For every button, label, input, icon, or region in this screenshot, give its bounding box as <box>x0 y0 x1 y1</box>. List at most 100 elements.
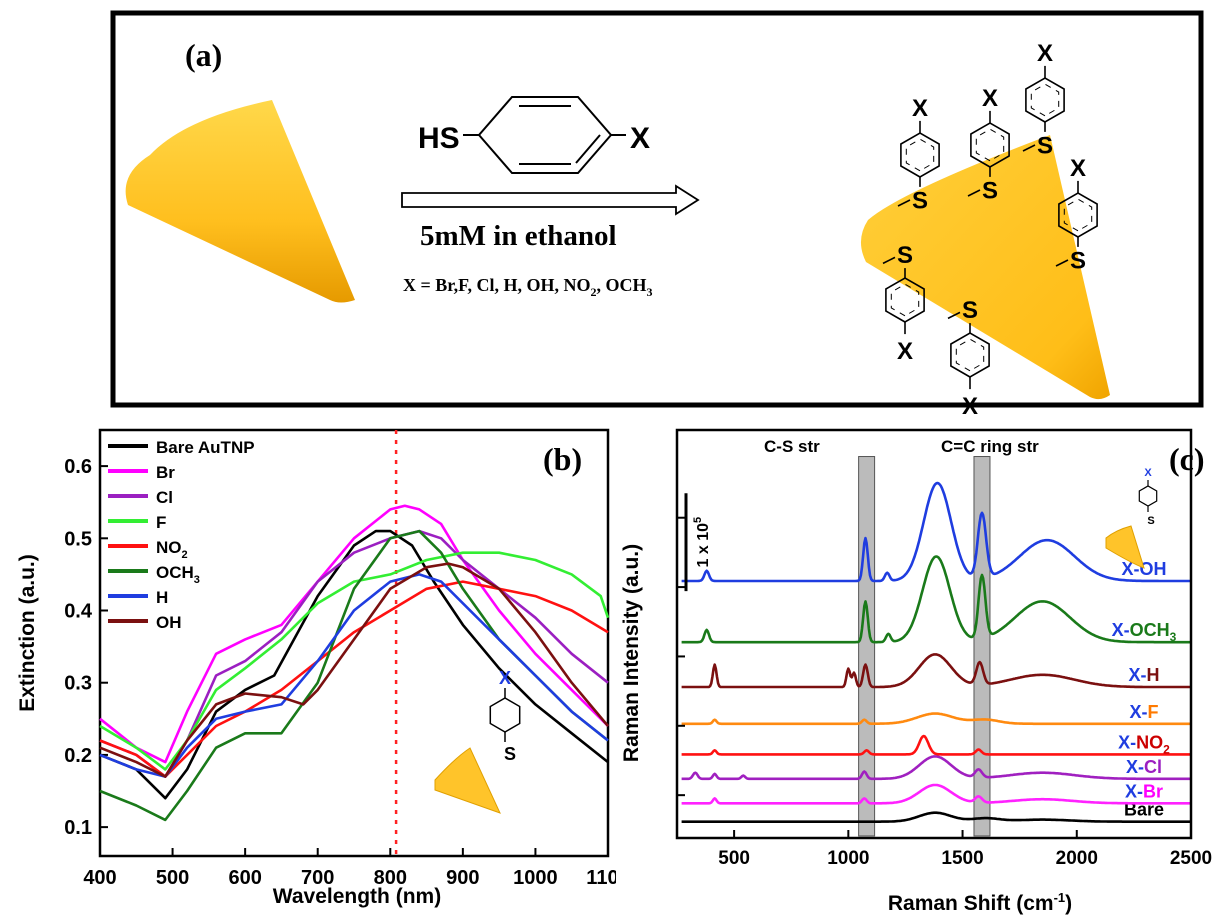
substituent-x-label: X <box>1037 40 1053 67</box>
functionalized-triangle-nanoprism <box>860 135 1110 400</box>
reagent-x-label: X <box>630 122 650 155</box>
b-inset-x-label: X <box>499 668 511 688</box>
bare-triangle-nanoprism <box>125 100 355 303</box>
b-y-tick-label: 0.4 <box>64 601 93 623</box>
c-x-tick-label: 2000 <box>1056 848 1098 869</box>
b-x-tick-label: 600 <box>228 867 261 889</box>
substituent-x-label: X <box>897 338 913 365</box>
c-band-label-cs: C-S str <box>764 437 820 456</box>
c-spectrum-label: X-Br <box>1125 781 1163 801</box>
sulfur-label: S <box>897 242 913 269</box>
panel-label-a: (a) <box>185 37 222 73</box>
panel-label-c: (c) <box>1169 441 1205 477</box>
c-x-tick-label: 1000 <box>827 848 869 869</box>
b-inset-ring <box>489 697 521 733</box>
b-inset-s-label: S <box>504 744 516 764</box>
b-x-tick-label: 500 <box>156 867 189 889</box>
b-legend-label: OH <box>156 613 182 632</box>
b-x-tick-label: 800 <box>374 867 407 889</box>
b-series-oh <box>99 562 609 778</box>
b-inset-molecule: XS <box>434 668 521 814</box>
c-spectrum-label: X-Cl <box>1126 757 1162 777</box>
c-spectrum-label: X-H <box>1129 665 1160 685</box>
c-spectrum-label: X-OCH3 <box>1112 620 1177 644</box>
substituent-x-label: X <box>982 85 998 112</box>
c-plot-frame <box>675 428 1193 840</box>
ligand-1: XS <box>897 95 940 214</box>
c-x-tick-label: 1500 <box>941 848 983 869</box>
sulfur-label: S <box>912 187 928 214</box>
c-band-label-cc: C=C ring str <box>941 437 1039 456</box>
c-spectrum-label: Bare <box>1124 800 1164 820</box>
c-scale-bar-label: 1 x 105 <box>692 517 712 568</box>
c-spectrum-x-och3 <box>681 555 1192 644</box>
c-inset-triangle <box>1105 525 1145 569</box>
c-x-tick-label: 500 <box>718 848 750 869</box>
c-spectrum-x-h <box>681 653 1192 689</box>
sulfur-label: S <box>962 297 978 324</box>
c-spectrum-label: X-F <box>1130 702 1159 722</box>
b-x-tick-label: 700 <box>301 867 334 889</box>
b-plot-frame <box>98 428 610 858</box>
b-series-br <box>99 504 609 764</box>
b-x-axis-label: Wavelength (nm) <box>273 885 441 908</box>
ligand-5: XS <box>882 242 925 365</box>
b-legend-label: Bare AuTNP <box>156 438 255 457</box>
thiophenol-structure <box>463 96 626 174</box>
b-legend-label: NO2 <box>156 538 188 561</box>
sulfur-label: S <box>1037 132 1053 159</box>
c-inset-x-label: X <box>1144 467 1152 479</box>
c-spectrum-label: X-OH <box>1122 559 1167 579</box>
sulfur-label: S <box>982 177 998 204</box>
reaction-arrow <box>401 184 700 216</box>
b-y-tick-label: 0.2 <box>64 745 92 767</box>
ligand-4: XS <box>1055 155 1098 274</box>
c-inset-molecule: XS <box>1105 467 1158 569</box>
substituent-x-label: X <box>912 95 928 122</box>
reagent-hs-label: HS <box>418 122 460 155</box>
sulfur-label: S <box>1070 247 1086 274</box>
c-spectrum-x-oh <box>681 481 1192 583</box>
b-legend-label: Cl <box>156 488 173 507</box>
b-y-tick-label: 0.1 <box>64 817 92 839</box>
substituent-x-label: X <box>1070 155 1086 182</box>
b-y-axis-label: Extinction (a.u.) <box>16 554 39 712</box>
b-y-tick-label: 0.3 <box>64 673 92 695</box>
ligand-3: XS <box>1022 40 1065 159</box>
b-y-tick-label: 0.5 <box>64 528 92 550</box>
b-series-h <box>99 573 609 778</box>
b-legend-label: F <box>156 513 166 532</box>
b-x-tick-label: 1000 <box>513 867 558 889</box>
c-spectrum-label: X-NO2 <box>1118 732 1170 756</box>
b-x-tick-label: 400 <box>83 867 116 889</box>
substituent-list: X = Br,F, Cl, H, OH, NO2, OCH3 <box>403 275 652 299</box>
panel-label-b: (b) <box>543 441 582 477</box>
c-spectrum-bare <box>681 811 1192 823</box>
c-spectrum-x-f <box>681 712 1192 726</box>
b-x-tick-label: 900 <box>446 867 479 889</box>
b-series-bare-autnp <box>99 529 609 800</box>
b-legend-label: H <box>156 588 168 607</box>
c-x-axis-label: Raman Shift (cm-1) <box>888 890 1072 915</box>
substituent-x-label: X <box>962 393 978 418</box>
c-spectrum-x-no2 <box>681 734 1192 756</box>
ligand-6: XS <box>947 297 990 418</box>
c-y-axis-label: Raman Intensity (a.u.) <box>620 544 643 762</box>
b-y-tick-label: 0.6 <box>64 456 92 478</box>
b-legend-label: OCH3 <box>156 563 200 586</box>
reaction-condition: 5mM in ethanol <box>420 220 617 252</box>
reaction-scheme: (a) HS X 5mM in ethanol X = Br,F, Cl, H,… <box>110 10 1204 418</box>
c-x-tick-label: 2500 <box>1170 848 1212 869</box>
c-inset-ring <box>1138 485 1158 507</box>
c-band <box>973 456 991 837</box>
c-inset-s-label: S <box>1147 515 1154 527</box>
b-series-no2 <box>99 580 609 778</box>
c-spectrum-x-cl <box>681 755 1192 781</box>
c-spectrum-x-br <box>681 783 1192 805</box>
b-legend-label: Br <box>156 463 175 482</box>
b-inset-triangle <box>434 747 501 814</box>
